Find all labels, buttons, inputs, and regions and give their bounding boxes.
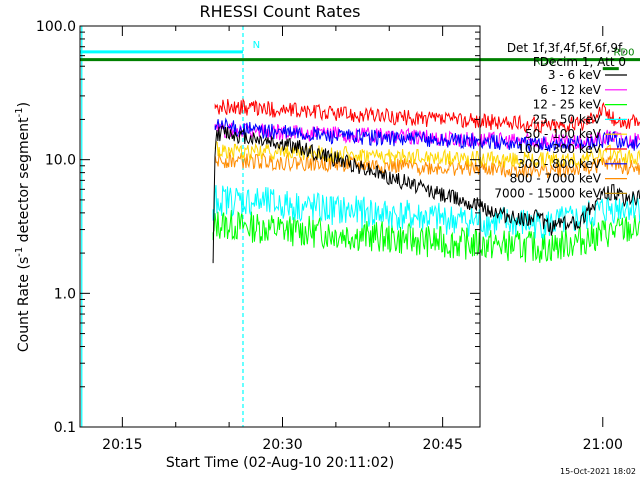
chart-title: RHESSI Count Rates [200,2,361,21]
timestamp: 15-Oct-2021 18:02 [560,467,636,476]
series-line-7 [214,152,640,179]
y-tick-label: 10.0 [45,153,76,169]
y-tick-label: 1.0 [54,286,76,302]
y-axis-label: Count Rate (s-1 detector segment-1) [14,102,32,352]
legend-label-5: 100 - 300 keV [517,142,601,156]
legend-label-0: 3 - 6 keV [548,68,602,82]
legend-label-4: 50 - 100 keV [525,127,602,141]
series-line-5 [214,97,640,134]
legend-label-7: 800 - 7000 keV [510,172,602,186]
legend-label-6: 300 - 800 keV [517,157,601,171]
flag-label-rd0: RD0 [613,48,634,59]
legend-header-line: Det 1f,3f,4f,5f,6f,9f, [507,41,626,55]
x-tick-label: 21:00 [583,437,623,453]
y-axis-label-sup2: -1 [14,107,25,117]
plot-frame [79,25,481,428]
data-layer: NSRD0RD6 [80,26,640,427]
y-tick-label: 100.0 [36,19,76,35]
series-line-0 [212,125,640,264]
x-tick-label: 20:15 [102,437,142,453]
y-tick-label: 0.1 [54,420,76,436]
flag-label-rd6: RD6 [533,57,554,68]
x-tick-label: 20:45 [422,437,462,453]
x-tick-label: 20:30 [262,437,302,453]
legend-label-1: 6 - 12 keV [540,83,602,97]
y-axis-label-sup1: -1 [14,247,25,257]
y-axis-label-part3: ) [16,102,32,107]
legend-label-2: 12 - 25 keV [533,98,602,112]
series-line-3 [212,185,640,240]
series-line-6 [214,117,640,152]
series-line-2 [212,209,640,263]
legend-label-8: 7000 - 15000 keV [494,186,601,200]
flag-label-n: N [253,40,260,51]
y-axis-label-part2: detector segment [16,117,32,247]
legend-label-3: 25 - 50 keV [533,112,602,126]
y-axis-label-part1: Count Rate (s [16,257,32,352]
x-axis-label: Start Time (02-Aug-10 20:11:02) [166,455,394,471]
legend-header-line: FDecim 1, Att 0 [533,55,626,69]
legend: Det 1f,3f,4f,5f,6f,9f,FDecim 1, Att 03 -… [494,41,627,200]
axes-layer: 0.11.010.0100.020:1520:3020:4521:0021:15… [36,19,623,453]
